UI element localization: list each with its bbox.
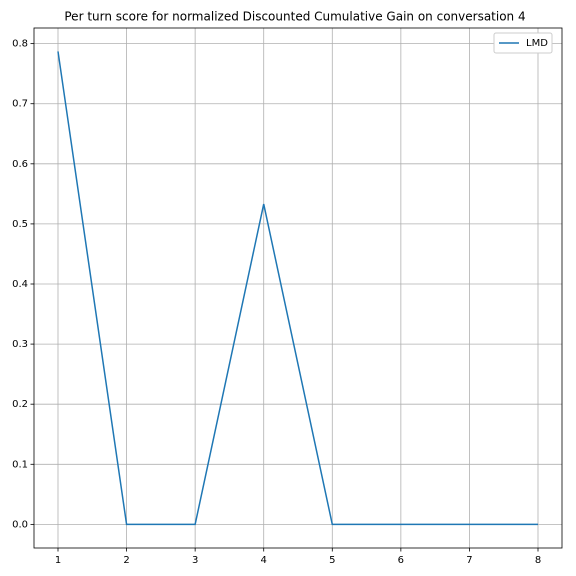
line: [57, 51, 538, 526]
x-tick-label: 4: [261, 555, 267, 566]
y-tick-label: 0.1: [12, 459, 28, 470]
y-tick-label: 0.5: [12, 219, 28, 230]
chart-title: Per turn score for normalized Discounted…: [64, 10, 525, 24]
x-tick-label: 7: [466, 555, 472, 566]
y-tick-label: 0.0: [12, 519, 28, 530]
legend-box: [493, 32, 553, 54]
x-tick-label: 5: [329, 555, 335, 566]
x-tick-label: 3: [192, 555, 198, 566]
x-tick-label: 8: [535, 555, 541, 566]
legend-label: LMD: [526, 38, 548, 49]
x-tick-label: 6: [398, 555, 404, 566]
plot-frame: [33, 27, 563, 549]
y-tick-label: 0.7: [12, 99, 28, 110]
x-tick-label: 1: [55, 555, 61, 566]
y-tick-label: 0.4: [12, 279, 28, 290]
y-tick-label: 0.6: [12, 159, 28, 170]
x-tick-label: 2: [123, 555, 129, 566]
y-tick-label: 0.3: [12, 339, 28, 350]
y-tick-label: 0.8: [12, 39, 28, 50]
y-tick-label: 0.2: [12, 399, 28, 410]
